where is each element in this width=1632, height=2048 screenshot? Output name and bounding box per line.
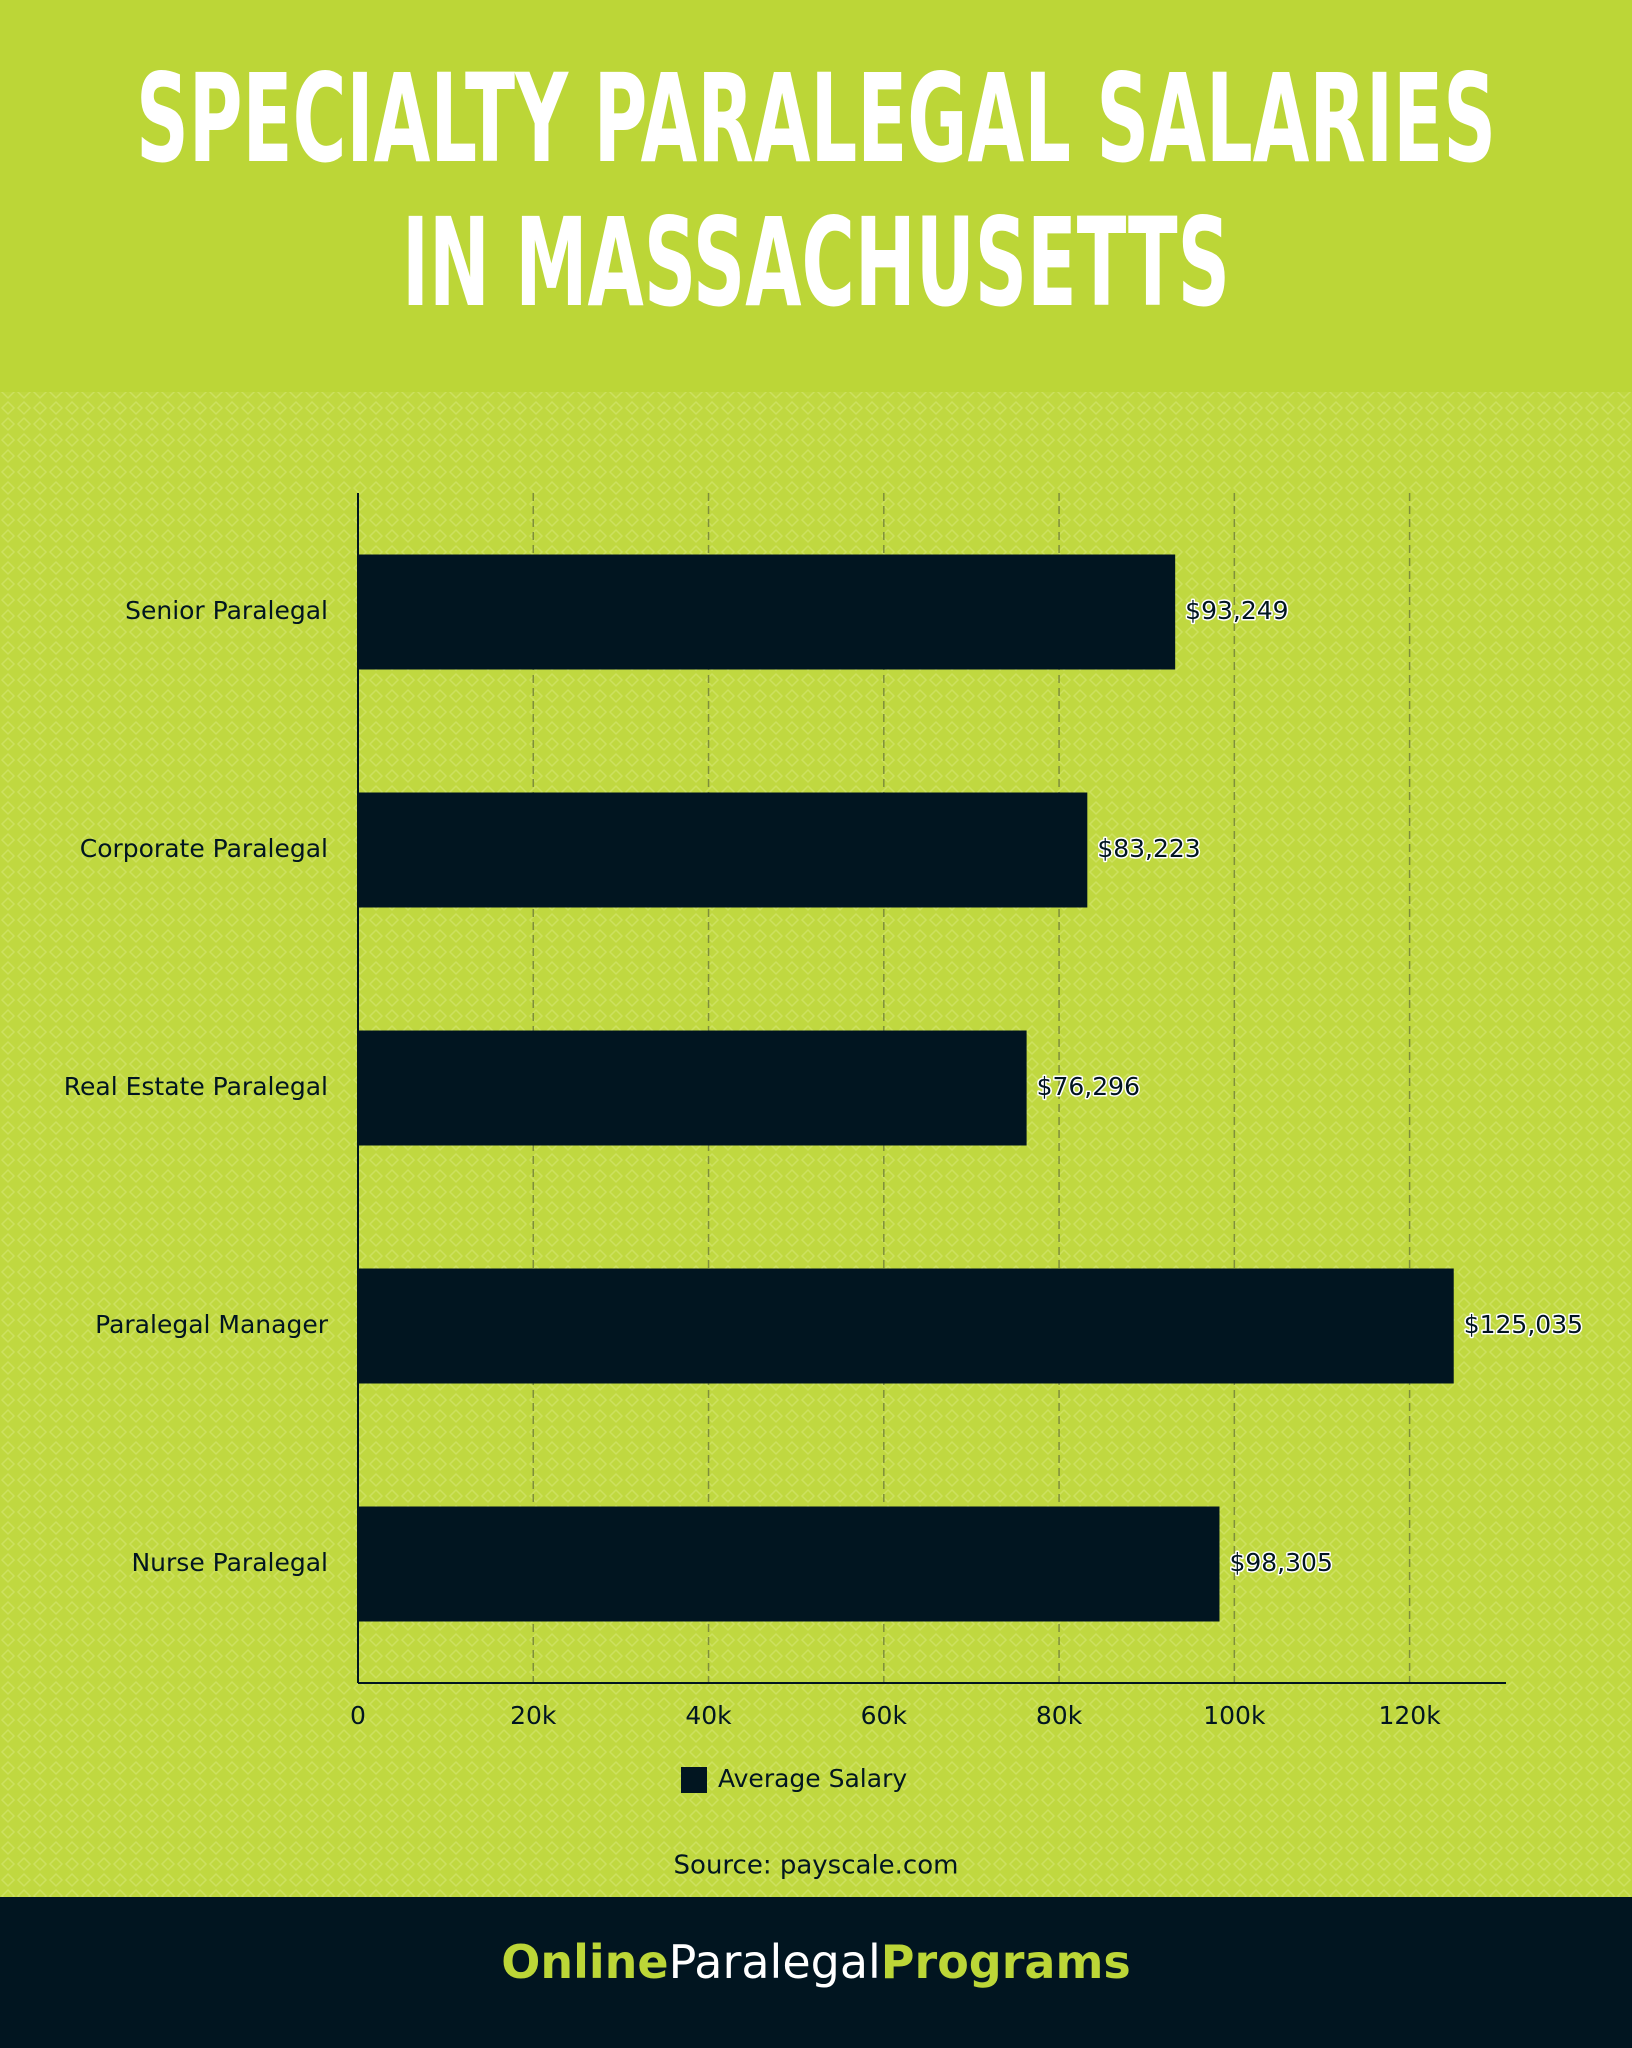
value-label: $93,249 — [1185, 596, 1288, 625]
logo-part: Paralegal — [669, 1935, 881, 1989]
legend-label: Average Salary — [718, 1764, 907, 1793]
logo-part: Programs — [881, 1935, 1131, 1989]
x-tick-label: 40k — [685, 1701, 732, 1730]
bar — [358, 1268, 1454, 1384]
footer-logo: OnlineParalegalPrograms — [501, 1935, 1131, 1989]
title-line: IN MASSACHUSETTS — [402, 192, 1230, 334]
bar — [358, 554, 1176, 670]
legend-swatch — [681, 1767, 707, 1793]
y-tick-label: Nurse Paralegal — [131, 1548, 328, 1577]
y-tick-label: Paralegal Manager — [95, 1310, 329, 1339]
x-tick-label: 0 — [350, 1701, 366, 1730]
y-tick-label: Senior Paralegal — [125, 596, 328, 625]
x-tick-label: 100k — [1203, 1701, 1266, 1730]
value-label: $83,223 — [1097, 834, 1200, 863]
x-tick-label: 80k — [1036, 1701, 1083, 1730]
bar — [358, 792, 1088, 908]
value-label: $76,296 — [1037, 1072, 1140, 1101]
y-tick-label: Corporate Paralegal — [80, 834, 328, 863]
x-tick-label: 60k — [861, 1701, 908, 1730]
y-tick-label: Real Estate Paralegal — [64, 1072, 328, 1101]
x-tick-label: 20k — [510, 1701, 557, 1730]
value-label: $98,305 — [1229, 1548, 1332, 1577]
logo-part: Online — [501, 1935, 668, 1989]
title-line: SPECIALTY PARALEGAL SALARIES — [136, 48, 1496, 190]
bar — [358, 1030, 1027, 1146]
value-label: $125,035 — [1464, 1310, 1583, 1339]
footer — [0, 1897, 1632, 2048]
x-tick-label: 120k — [1379, 1701, 1442, 1730]
header — [0, 0, 1632, 392]
bar — [358, 1506, 1220, 1622]
source: Source: payscale.com — [674, 1851, 959, 1881]
